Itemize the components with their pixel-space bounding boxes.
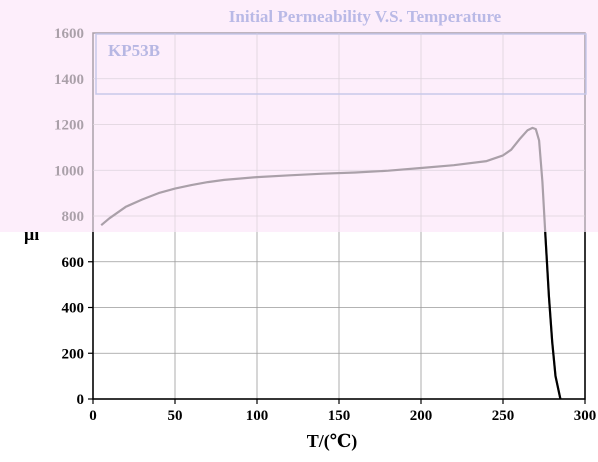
x-tick-label: 0 — [89, 408, 97, 424]
overlay-y-tick-label: 1000 — [54, 163, 84, 179]
overlay-grid-lines — [93, 33, 585, 232]
x-tick-labels: 0 50 100 150 200 250 300 — [89, 408, 596, 424]
x-tick-label: 300 — [574, 408, 597, 424]
overlay-y-tick-label: 800 — [62, 209, 85, 225]
overlay-y-tick-labels: 800 1000 1200 1400 1600 — [54, 26, 84, 225]
overlay-plot-frame — [92, 32, 586, 400]
x-tick-label: 50 — [168, 408, 183, 424]
x-tick-label: 100 — [246, 408, 269, 424]
overlay-permeability-curve — [100, 126, 562, 400]
y-tick-label: 0 — [77, 392, 85, 408]
material-label: KP53B — [108, 41, 160, 60]
overlay-y-tick-label: 1400 — [54, 72, 84, 88]
chart-title: Initial Permeability V.S. Temperature — [229, 7, 502, 26]
x-tick-label: 200 — [410, 408, 433, 424]
overlay-y-tick-label: 1600 — [54, 26, 84, 42]
x-tick-label: 250 — [492, 408, 515, 424]
material-label-box — [95, 33, 587, 95]
y-tick-label: 600 — [62, 255, 85, 271]
x-tick-label: 150 — [328, 408, 351, 424]
overlay-band — [0, 0, 598, 232]
y-tick-label: 400 — [62, 301, 85, 317]
y-tick-label: 200 — [62, 346, 85, 362]
x-axis-label: T/(℃) — [307, 431, 358, 452]
overlay-y-tick-label: 1200 — [54, 118, 84, 134]
